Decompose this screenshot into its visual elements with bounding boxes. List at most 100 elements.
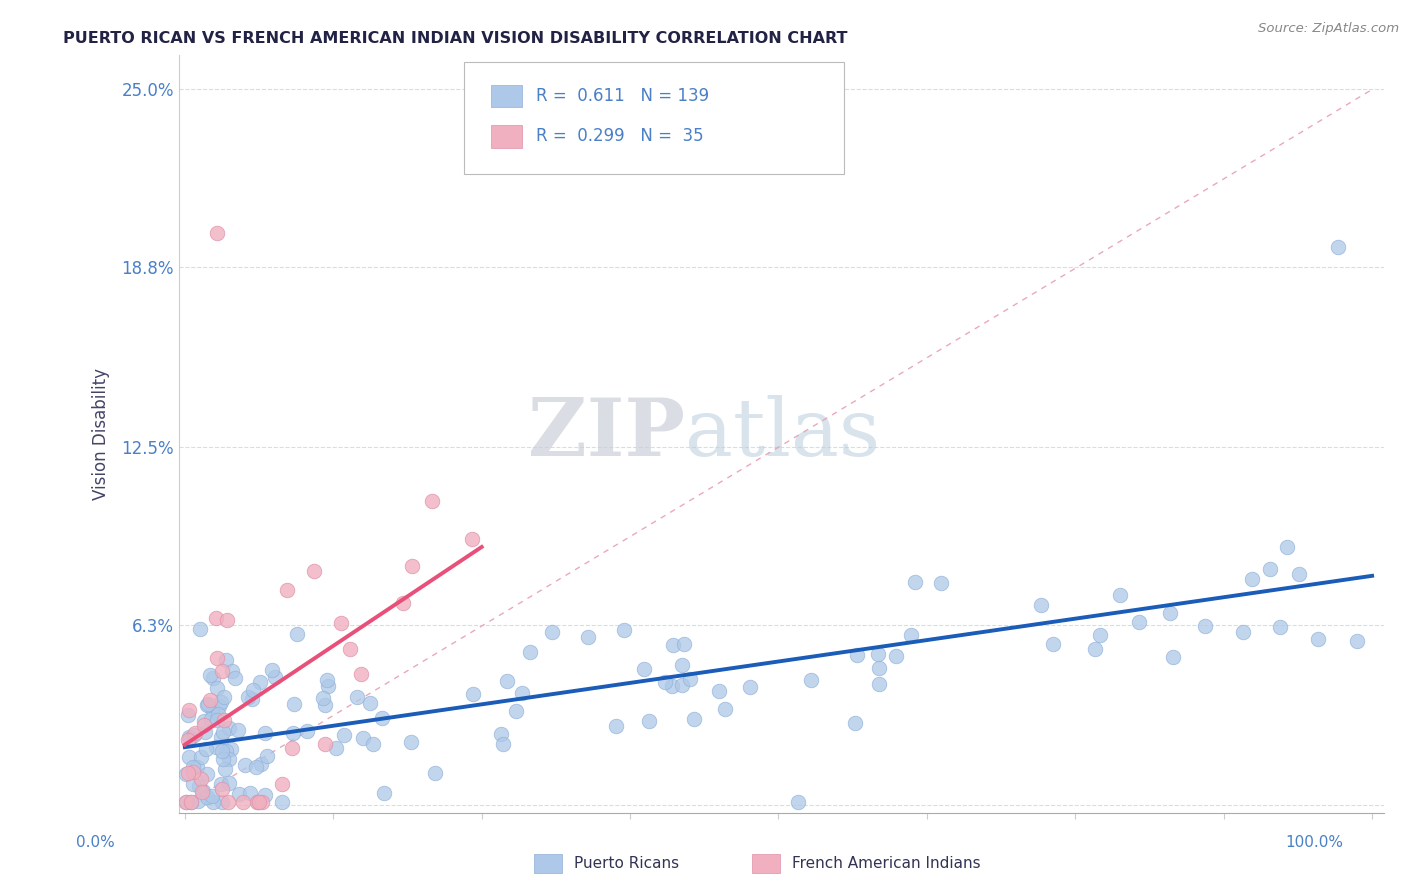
Point [187,794,209,808]
Point [193,718,215,732]
Point [183,777,205,791]
Point [1161,650,1184,665]
Point [1308,632,1330,646]
Point [205,226,228,240]
Point [420,494,443,508]
Point [177,750,200,764]
Point [800,673,823,687]
Point [214,690,236,705]
Point [332,728,354,742]
Point [218,722,240,736]
Point [714,702,737,716]
Point [242,682,264,697]
Point [401,559,423,574]
Point [195,698,218,712]
Point [276,583,298,598]
Point [215,653,238,667]
Point [250,756,273,771]
Point [176,766,198,780]
Point [1232,625,1254,640]
Point [844,716,866,731]
Point [489,727,512,741]
Point [350,667,373,681]
Point [215,744,238,758]
Point [904,574,927,589]
Point [214,763,236,777]
Point [177,702,200,716]
Point [188,779,211,793]
Point [868,677,890,691]
Point [232,795,254,809]
Point [200,713,222,727]
Text: R =  0.611   N = 139: R = 0.611 N = 139 [536,87,709,105]
Point [295,723,318,738]
Point [633,662,655,676]
Point [239,786,262,800]
Point [1128,615,1150,629]
Text: R =  0.299   N =  35: R = 0.299 N = 35 [536,128,703,145]
Text: 100.0%: 100.0% [1285,836,1344,850]
Point [283,698,305,712]
Point [325,740,347,755]
Point [672,637,695,651]
Point [177,707,200,722]
Point [373,786,395,800]
Point [260,663,283,677]
Point [176,766,198,780]
Point [281,740,304,755]
Point [270,795,292,809]
Point [738,680,761,694]
Point [463,687,485,701]
Point [1346,634,1368,648]
Point [492,737,515,751]
Point [271,777,294,791]
Point [1194,619,1216,633]
Point [218,752,240,766]
Point [197,697,219,711]
Point [519,645,541,659]
Point [709,683,731,698]
Point [605,719,627,733]
Point [198,668,221,682]
Point [256,748,278,763]
Point [179,730,201,744]
Point [314,737,336,751]
Point [193,714,215,728]
Point [201,789,224,803]
Point [217,613,239,627]
Point [190,750,212,764]
Point [221,665,243,679]
Point [662,638,685,652]
Point [195,767,218,781]
Point [787,795,810,809]
Point [254,789,277,803]
Point [209,695,232,709]
Point [207,681,229,695]
Point [211,725,233,739]
Point [315,698,337,712]
Point [929,576,952,591]
Point [180,795,202,809]
Text: 0.0%: 0.0% [76,836,115,850]
Point [1326,240,1348,254]
Point [209,730,232,744]
Point [1084,641,1107,656]
Point [201,795,224,809]
Point [1277,540,1299,554]
Point [205,650,228,665]
Point [512,686,534,700]
Point [661,679,683,693]
Text: PUERTO RICAN VS FRENCH AMERICAN INDIAN VISION DISABILITY CORRELATION CHART: PUERTO RICAN VS FRENCH AMERICAN INDIAN V… [63,31,848,46]
Point [371,711,394,725]
Point [654,674,676,689]
Point [194,725,217,739]
Point [201,702,224,716]
Text: atlas: atlas [685,395,880,474]
Point [363,737,385,751]
Point [1088,628,1111,642]
Point [218,775,240,789]
Point [1108,588,1130,602]
Point [211,782,233,797]
Point [181,759,204,773]
Point [316,673,339,687]
